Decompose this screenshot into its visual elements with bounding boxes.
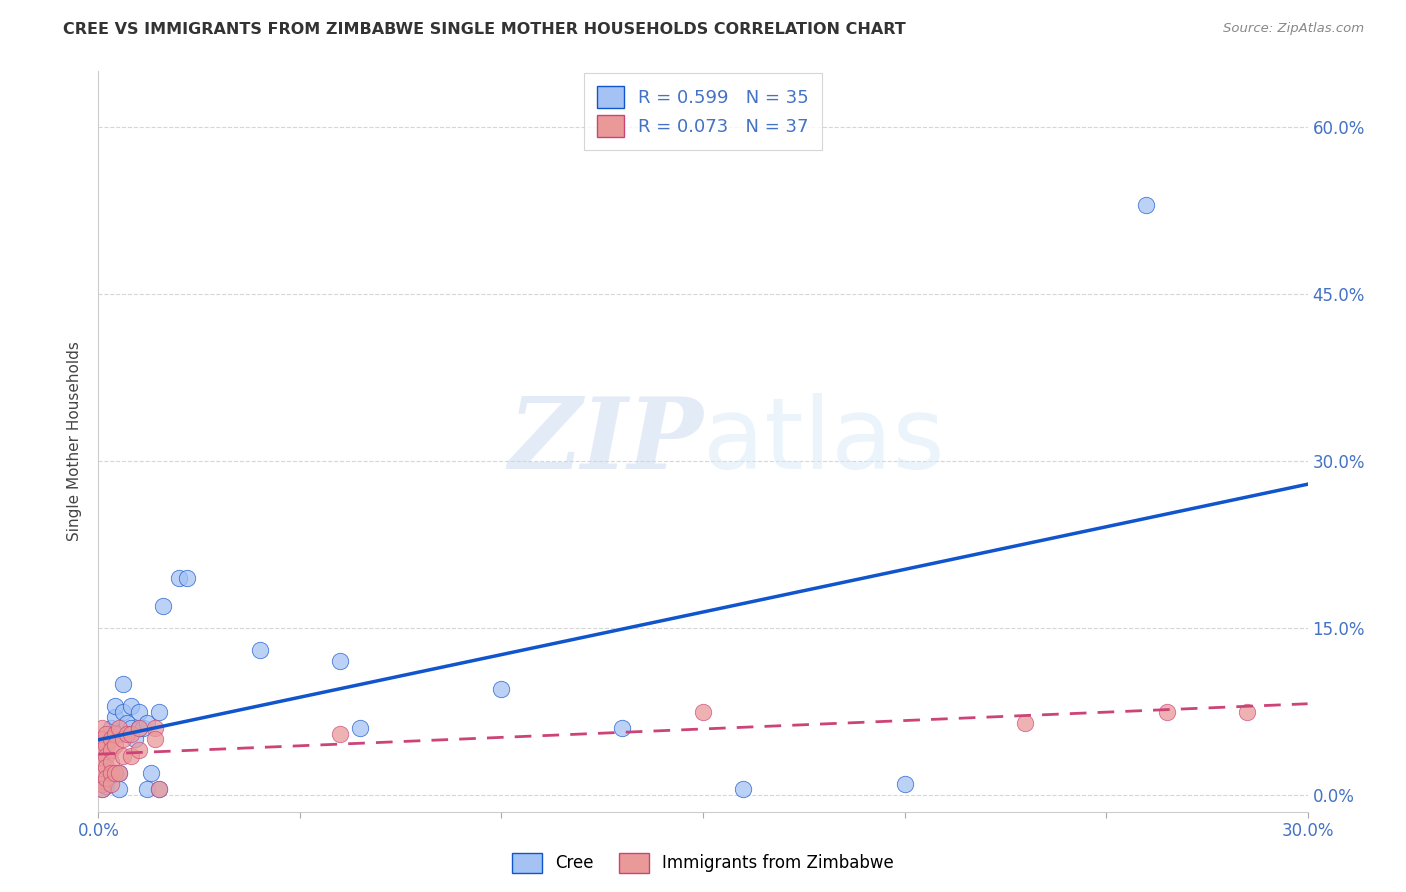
Point xyxy=(91,721,114,735)
Point xyxy=(249,643,271,657)
Text: atlas: atlas xyxy=(703,393,945,490)
Point xyxy=(96,727,118,741)
Point xyxy=(139,765,162,780)
Point xyxy=(893,777,915,791)
Point xyxy=(115,715,138,730)
Point xyxy=(349,721,371,735)
Point xyxy=(148,782,170,797)
Point xyxy=(96,779,118,793)
Point xyxy=(135,715,157,730)
Legend: Cree, Immigrants from Zimbabwe: Cree, Immigrants from Zimbabwe xyxy=(505,847,901,880)
Point xyxy=(128,705,150,719)
Point xyxy=(176,571,198,585)
Point xyxy=(329,655,352,669)
Point xyxy=(120,727,142,741)
Point xyxy=(100,777,122,791)
Point xyxy=(148,705,170,719)
Point xyxy=(1236,705,1258,719)
Point xyxy=(143,721,166,735)
Point xyxy=(96,772,118,786)
Point xyxy=(103,765,125,780)
Point xyxy=(103,738,125,752)
Point xyxy=(120,749,142,764)
Point xyxy=(103,698,125,713)
Point xyxy=(100,755,122,769)
Point xyxy=(111,749,134,764)
Point xyxy=(91,743,114,757)
Point xyxy=(491,682,513,697)
Point xyxy=(96,738,118,752)
Point xyxy=(152,599,174,613)
Y-axis label: Single Mother Households: Single Mother Households xyxy=(67,342,83,541)
Text: ZIP: ZIP xyxy=(508,393,703,490)
Point xyxy=(128,743,150,757)
Legend: R = 0.599   N = 35, R = 0.073   N = 37: R = 0.599 N = 35, R = 0.073 N = 37 xyxy=(585,73,821,150)
Point xyxy=(107,782,129,797)
Point xyxy=(132,721,155,735)
Point xyxy=(1156,705,1178,719)
Point xyxy=(1135,198,1157,212)
Point xyxy=(100,732,122,747)
Point xyxy=(120,698,142,713)
Point xyxy=(96,749,118,764)
Point xyxy=(148,782,170,797)
Text: CREE VS IMMIGRANTS FROM ZIMBABWE SINGLE MOTHER HOUSEHOLDS CORRELATION CHART: CREE VS IMMIGRANTS FROM ZIMBABWE SINGLE … xyxy=(63,22,905,37)
Point xyxy=(91,782,114,797)
Point xyxy=(96,760,118,774)
Point xyxy=(612,721,634,735)
Point xyxy=(91,755,114,769)
Point xyxy=(91,782,114,797)
Point xyxy=(1014,715,1036,730)
Point xyxy=(135,782,157,797)
Point xyxy=(91,765,114,780)
Point xyxy=(91,732,114,747)
Point xyxy=(124,732,146,747)
Point xyxy=(91,777,114,791)
Point xyxy=(107,727,129,741)
Point xyxy=(100,743,122,757)
Point xyxy=(103,710,125,724)
Point xyxy=(733,782,755,797)
Point xyxy=(120,721,142,735)
Point xyxy=(91,777,114,791)
Point xyxy=(167,571,190,585)
Point xyxy=(128,721,150,735)
Point xyxy=(692,705,714,719)
Point xyxy=(107,721,129,735)
Point xyxy=(100,721,122,735)
Point xyxy=(111,705,134,719)
Point xyxy=(100,765,122,780)
Point xyxy=(103,727,125,741)
Point xyxy=(128,721,150,735)
Point xyxy=(329,727,352,741)
Point xyxy=(111,732,134,747)
Point xyxy=(115,727,138,741)
Point xyxy=(107,765,129,780)
Text: Source: ZipAtlas.com: Source: ZipAtlas.com xyxy=(1223,22,1364,36)
Point xyxy=(111,676,134,690)
Point xyxy=(143,732,166,747)
Point xyxy=(107,765,129,780)
Point xyxy=(96,774,118,789)
